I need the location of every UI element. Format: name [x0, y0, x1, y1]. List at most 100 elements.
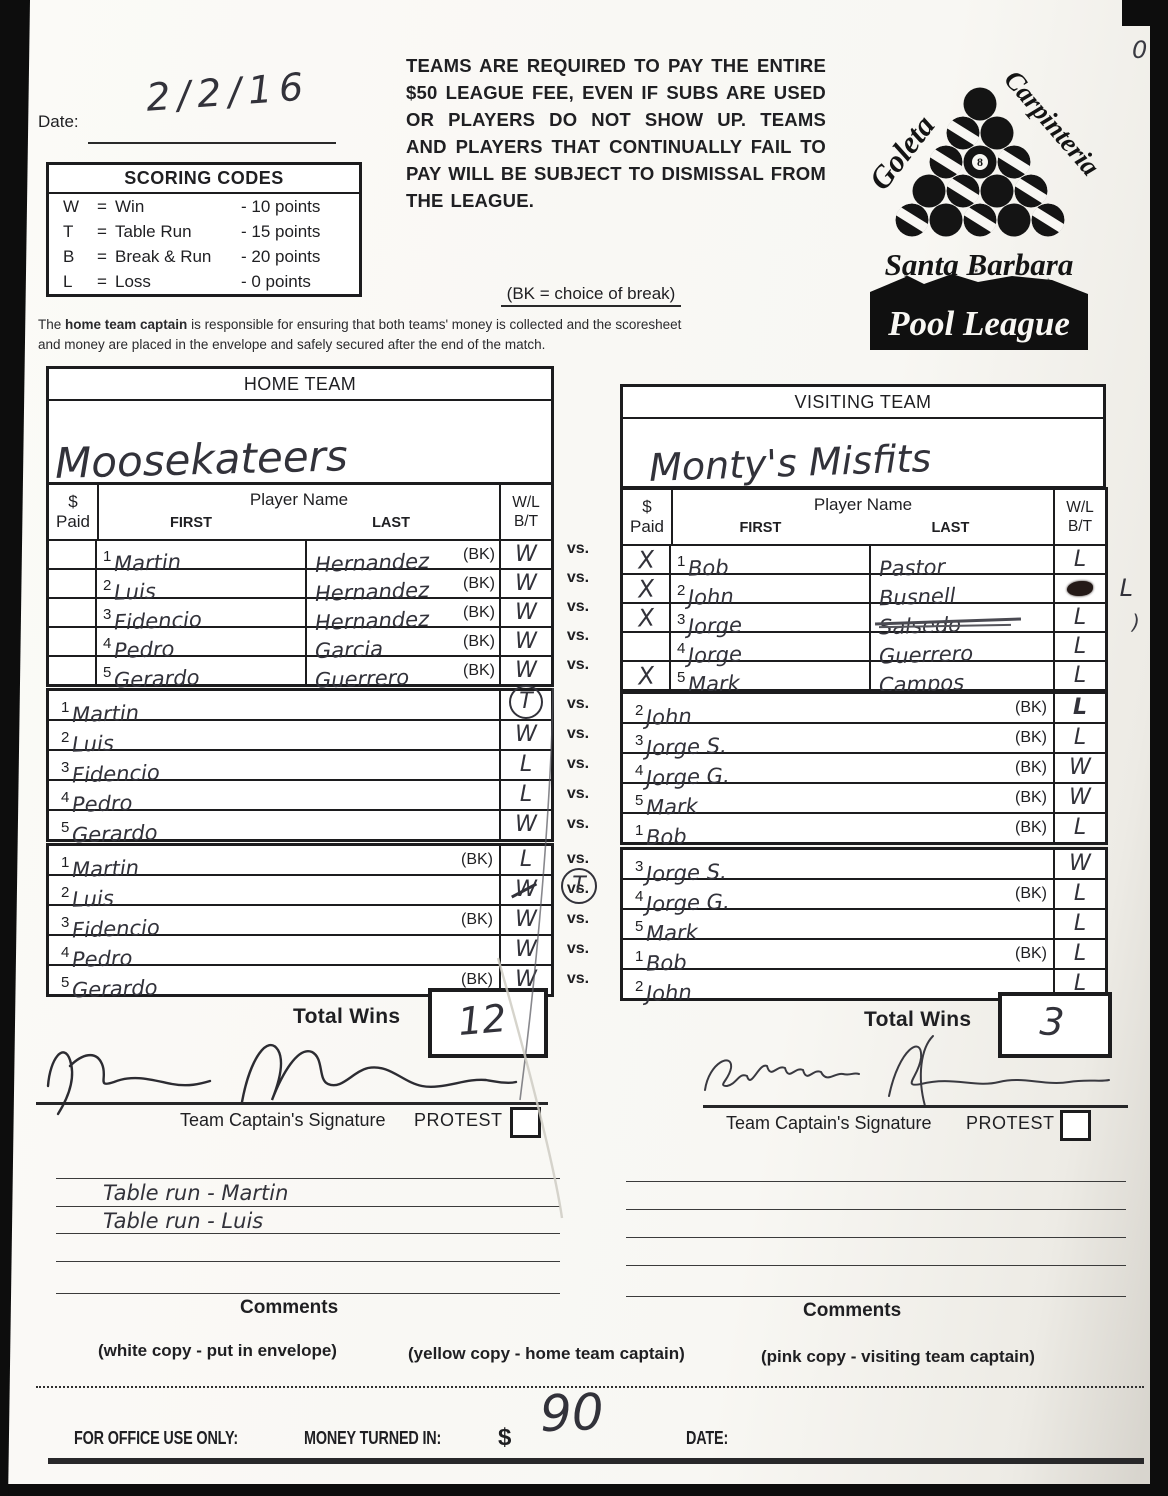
wl-column-header: W/L B/T — [1066, 498, 1094, 535]
svg-text:8: 8 — [977, 155, 983, 169]
comment-line — [626, 1181, 1126, 1182]
player-cell: 2 John (BK) — [623, 694, 1055, 730]
paid-column-header: $ Paid — [623, 490, 673, 544]
last-name-cell: Garcia (BK) — [307, 628, 501, 663]
vs-label: vs. — [566, 540, 590, 557]
result-cell: W — [515, 541, 537, 567]
result-cell: L — [519, 752, 533, 777]
crossed-out-result: W — [515, 877, 537, 902]
vs-label: vs. — [566, 910, 590, 927]
paid-cell — [49, 570, 97, 597]
visiting-signature-label: Team Captain's Signature — [726, 1113, 932, 1133]
game-row: 5 Gerardo W — [49, 811, 551, 848]
result-cell: W — [1069, 785, 1091, 810]
home-round1-table: $ Paid Player Name FIRST LAST W/L B/T 1 Mart… — [46, 482, 554, 693]
game-row: 2 John L — [623, 970, 1105, 1006]
game-row: 1 Bob (BK) L — [623, 940, 1105, 976]
result-cell: L — [1073, 662, 1087, 688]
equals-sign: = — [97, 196, 107, 216]
visiting-round2-table: 2 John (BK) L 3 Jorge S. (BK) L 4 Jorge G. (BK… — [620, 691, 1108, 850]
code-letter: W — [63, 196, 80, 216]
money-turned-in-label: MONEY TURNED IN: — [304, 1428, 442, 1448]
dashed-separator — [36, 1386, 1144, 1388]
game-row: 2 Luis W — [49, 721, 551, 757]
paid-cell: X — [623, 603, 671, 632]
game-row: 4 Jorge G. (BK) L — [623, 880, 1105, 917]
paid-cell — [49, 657, 97, 684]
code-name: Win — [115, 196, 145, 216]
scanner-edge-corner — [1122, 0, 1168, 26]
visiting-round3-table: 3 Jorge S. W 4 Jorge G. (BK) L 5 Mark L 1 Bob… — [620, 847, 1108, 1006]
bk-marker: (BK) — [1015, 885, 1047, 902]
vs-label: vs. — [566, 785, 590, 802]
last-header: LAST — [372, 515, 410, 531]
player-name-header: Player Name FIRST LAST — [673, 490, 1055, 544]
circled-result: T — [509, 685, 543, 719]
result-cell: L — [1073, 911, 1087, 936]
bk-marker: (BK) — [1015, 759, 1047, 776]
wl-column-header: W/L B/T — [512, 493, 540, 530]
result-cell: L — [519, 847, 533, 872]
game-row: 3 Fidencio (BK) W — [49, 906, 551, 943]
code-name: Loss — [115, 271, 151, 291]
code-letter: T — [63, 221, 74, 241]
comment-line — [56, 1206, 560, 1207]
player-cell: 3 Jorge S. — [623, 850, 1055, 887]
dollar-sign: $ — [498, 1424, 512, 1451]
last-name-cell: Pastor — [871, 546, 1055, 581]
result-cell: W — [515, 628, 537, 654]
vs-label: vs. — [566, 755, 590, 772]
result-cell: W — [1069, 851, 1091, 876]
first-name-cell: 1 Bob — [671, 546, 871, 581]
bk-marker: (BK) — [463, 661, 495, 679]
game-row: 5 Mark (BK) W — [623, 784, 1105, 820]
eight-ball-rack-icon: 8 Goleta Carpinteria Santa Barbara * * *… — [862, 64, 1106, 350]
roster-header: $ Paid Player Name FIRST LAST W/L B/T — [49, 485, 551, 541]
vs-label: vs. — [566, 656, 590, 673]
equals-sign: = — [97, 221, 107, 241]
stray-pen-mark: 0 — [1132, 36, 1148, 64]
bottom-rule — [48, 1458, 1144, 1464]
first-header: FIRST — [170, 515, 212, 531]
first-name-cell: 4 Jorge — [671, 633, 871, 668]
comment-table-run-martin: Table run - Martin — [103, 1181, 289, 1205]
comment-line — [626, 1209, 1126, 1210]
player-name-header: Player Name FIRST LAST — [99, 485, 501, 539]
first-name-cell: 3 Jorge — [671, 604, 871, 639]
player-cell: 4 Jorge G. (BK) — [623, 754, 1055, 791]
first-name-cell: 5 Mark — [671, 662, 871, 697]
vs-label: vs. — [566, 815, 590, 832]
code-points: - 15 points — [241, 221, 321, 241]
home-protest-label: PROTEST — [414, 1110, 503, 1130]
equals-sign: = — [97, 271, 107, 291]
code-points: - 20 points — [241, 246, 321, 266]
player-row: 2 Luis Hernandez (BK) W — [49, 570, 551, 606]
home-signature-label: Team Captain's Signature — [180, 1110, 386, 1130]
result-cell: W — [515, 907, 537, 932]
bk-marker: (BK) — [461, 971, 493, 988]
comment-table-run-luis: Table run - Luis — [103, 1209, 264, 1233]
bk-marker: (BK) — [1015, 789, 1047, 806]
league-fee-warning: TEAMS ARE REQUIRED TO PAY THE ENTIRE $50… — [406, 55, 826, 211]
bk-marker: (BK) — [463, 545, 495, 563]
vs-label: vs. — [566, 598, 590, 615]
vs-label: vs. — [566, 569, 590, 586]
vs-label: vs. — [566, 627, 590, 644]
vs-label: vs. — [566, 850, 590, 867]
player-cell: 4 Jorge G. (BK) — [623, 880, 1055, 917]
result-cell: L — [1073, 881, 1087, 906]
visiting-team-title: VISITING TEAM — [623, 387, 1103, 419]
paid-cell — [623, 633, 671, 660]
result-cell: W — [515, 657, 537, 683]
comment-line — [56, 1261, 560, 1262]
player-row: 5 Gerardo Guerrero (BK) W — [49, 657, 551, 693]
visiting-protest-label: PROTEST — [966, 1113, 1055, 1133]
player-row: 3 Fidencio Hernandez (BK) W — [49, 599, 551, 635]
home-comments-label: Comments — [240, 1297, 339, 1318]
visiting-protest-checkbox — [1060, 1110, 1091, 1141]
office-use-label: FOR OFFICE USE ONLY: — [74, 1428, 239, 1448]
player-cell: 1 Bob (BK) — [623, 940, 1055, 976]
scoring-code-row: L = Loss - 0 points — [49, 269, 359, 294]
comment-line — [56, 1178, 560, 1179]
